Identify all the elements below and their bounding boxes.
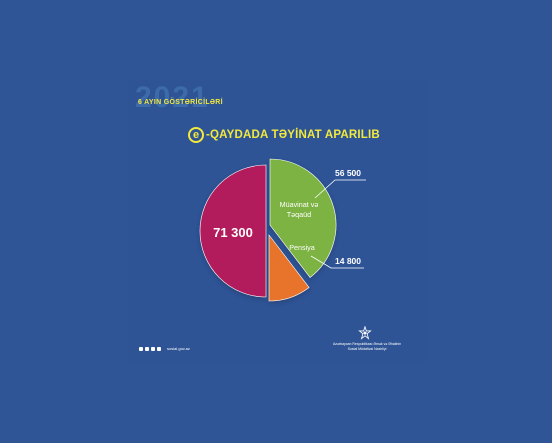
leader-line bbox=[314, 179, 366, 199]
e-badge-icon: e bbox=[188, 127, 204, 143]
data-label: 14 800 bbox=[335, 256, 361, 266]
pie-slice bbox=[199, 164, 267, 298]
twitter-icon[interactable] bbox=[151, 347, 155, 351]
social-icons bbox=[139, 347, 161, 351]
website-link[interactable]: sosial.gov.az bbox=[167, 346, 190, 351]
ministry-emblem-icon bbox=[358, 326, 372, 340]
ministry-name: Azərbaycan Respublikası Əmək və Əhalinin… bbox=[332, 342, 402, 351]
headline: e -QAYDADA TƏYİNAT APARILIB bbox=[188, 127, 380, 143]
leader-line bbox=[310, 255, 364, 269]
subtitle: 6 AYIN GÖSTƏRİCİLƏRİ bbox=[138, 99, 223, 106]
year-label: 2021 bbox=[135, 81, 210, 114]
headline-text: -QAYDADA TƏYİNAT APARILIB bbox=[206, 129, 380, 141]
data-label: 71 300 bbox=[213, 225, 253, 240]
data-label: 56 500 bbox=[335, 168, 361, 178]
youtube-icon[interactable] bbox=[157, 347, 161, 351]
pie-slice bbox=[269, 158, 337, 278]
pie-slice bbox=[268, 234, 310, 302]
instagram-icon[interactable] bbox=[139, 347, 143, 351]
slice-label: Müavinat və bbox=[280, 200, 319, 209]
facebook-icon[interactable] bbox=[145, 347, 149, 351]
slice-label: Pensiya bbox=[289, 243, 315, 252]
slice-label: Təqaüd bbox=[287, 210, 311, 219]
